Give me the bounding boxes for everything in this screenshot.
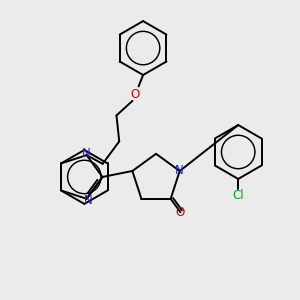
Text: N: N	[84, 194, 92, 207]
Text: Cl: Cl	[232, 189, 244, 202]
Text: N: N	[175, 164, 184, 178]
Text: O: O	[131, 88, 140, 100]
Text: N: N	[82, 147, 91, 160]
Text: O: O	[176, 206, 185, 219]
